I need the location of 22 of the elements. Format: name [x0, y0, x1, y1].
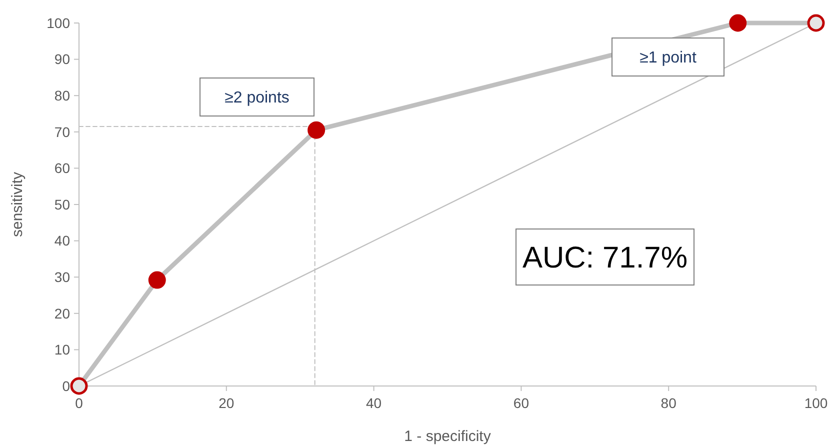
x-tick-label: 40	[366, 395, 382, 411]
y-tick-label: 20	[54, 305, 70, 322]
y-tick-label: 60	[54, 160, 70, 176]
y-tick-label: 40	[54, 232, 70, 249]
y-tick-label: 80	[54, 88, 70, 104]
y-axis-title: sensitivity	[9, 172, 26, 238]
annotation: ≥2 points	[224, 90, 290, 107]
x-tick-label: 80	[660, 395, 677, 411]
x-axis-title: 1 - specificity	[404, 428, 492, 445]
x-tick-label: 20	[218, 395, 234, 411]
y-tick-label: 90	[54, 51, 70, 68]
y-tick-label: 50	[54, 196, 70, 212]
x-tick-label: 100	[804, 395, 828, 411]
annotation: AUC: 71.7%	[522, 242, 688, 274]
y-tick-label: 70	[54, 124, 70, 140]
x-tick-label: 60	[513, 395, 530, 411]
y-tick-label: 100	[46, 14, 70, 31]
annotation: ≥1 point	[640, 50, 697, 67]
y-tick-label: 30	[54, 269, 70, 285]
x-tick-label: 0	[75, 395, 84, 411]
y-tick-label: 0	[62, 378, 70, 394]
y-tick-label: 10	[54, 342, 70, 358]
